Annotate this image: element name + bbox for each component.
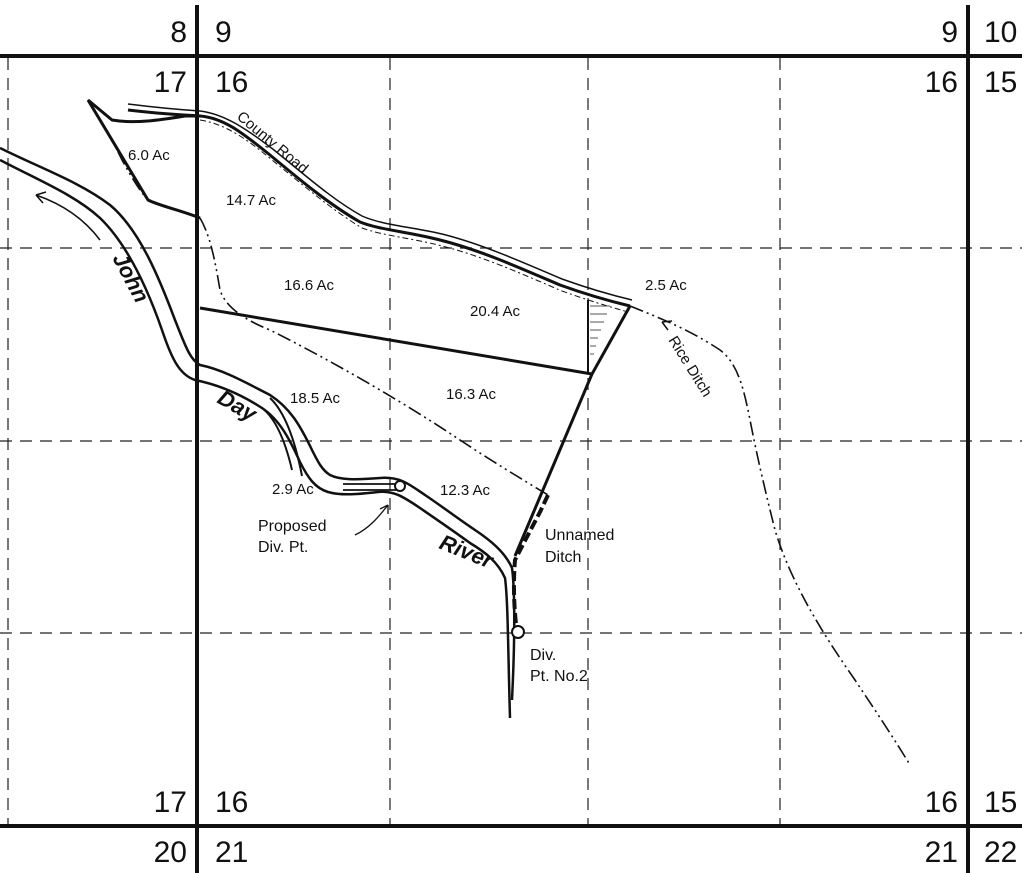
section-number: 10 (984, 16, 1017, 49)
rice-ditch-arrow-icon (661, 320, 673, 331)
parcel-boundary (86, 99, 201, 220)
section-number: 17 (154, 786, 187, 819)
section-number: 8 (170, 16, 187, 49)
parcel-boundaries (86, 98, 632, 557)
section-number: 21 (925, 836, 958, 869)
proposed-diversion (343, 483, 400, 536)
unnamed-ditch-line (511, 494, 550, 633)
river-side-channel (261, 407, 293, 471)
unnamed-ditch-label: Unnamed (545, 527, 614, 544)
parcel-label: 14.7 Ac (226, 192, 277, 209)
river-label: River (436, 529, 498, 573)
county-road-line (127, 108, 631, 308)
section-lines (0, 5, 1022, 873)
div-point-no2-icon[interactable] (511, 625, 525, 639)
section-number: 16 (925, 786, 958, 819)
parcel-label: 2.9 Ac (272, 481, 314, 498)
section-number: 17 (154, 66, 187, 99)
parcel-boundary (513, 305, 632, 557)
county-road-label: County Road (233, 108, 311, 177)
parcel-boundary (199, 306, 593, 376)
section-number: 16 (215, 66, 248, 99)
proposed-div-label: Div. Pt. (258, 539, 308, 556)
parcel-labels: 6.0 Ac 14.7 Ac 16.6 Ac 20.4 Ac 2.5 Ac 18… (128, 147, 687, 499)
parcel-label: 20.4 Ac (470, 303, 521, 320)
div-point-label: Div. (530, 647, 556, 664)
unnamed-ditch (511, 494, 550, 633)
river-side-channel (269, 397, 303, 477)
parcel-boundary (87, 98, 200, 124)
john-day-river (0, 146, 516, 719)
county-road-line (199, 119, 629, 313)
proposed-leader-arrow (354, 504, 389, 536)
ditch-line (199, 217, 549, 496)
hatched-area (590, 305, 610, 355)
proposed-div-label: Proposed (258, 518, 327, 535)
section-number: 16 (215, 786, 248, 819)
section-number: 9 (941, 16, 958, 49)
river-bank-south (0, 158, 512, 719)
county-road-ditch (87, 99, 151, 203)
parcel-label: 18.5 Ac (290, 390, 341, 407)
parcel-label: 16.3 Ac (446, 386, 497, 403)
county-road (127, 103, 633, 313)
section-number: 21 (215, 836, 248, 869)
parcel-label: 16.6 Ac (284, 277, 335, 294)
section-number: 16 (925, 66, 958, 99)
rice-ditch-line (629, 305, 911, 766)
flow-arrow-icon (35, 191, 101, 241)
rice-ditch-label: Rice Ditch (665, 333, 716, 400)
parcel-label: 2.5 Ac (645, 277, 687, 294)
section-number: 15 (984, 66, 1017, 99)
county-road-line (127, 103, 633, 301)
parcel-label: 12.3 Ac (440, 482, 491, 499)
section-numbers: 8 9 9 10 17 16 16 15 17 16 16 15 20 21 2… (154, 16, 1018, 869)
river-bank-north (0, 146, 516, 701)
proposed-div-point-icon[interactable] (394, 480, 406, 492)
ditches (87, 99, 911, 766)
river-label: Day (214, 385, 263, 428)
section-number: 9 (215, 16, 232, 49)
parcel-label: 6.0 Ac (128, 147, 170, 164)
unnamed-ditch-label: Ditch (545, 549, 581, 566)
section-number: 15 (984, 786, 1017, 819)
section-number: 22 (984, 836, 1017, 869)
div-point-label: Pt. No.2 (530, 668, 588, 685)
quarter-grid (0, 58, 1022, 825)
section-number: 20 (154, 836, 187, 869)
